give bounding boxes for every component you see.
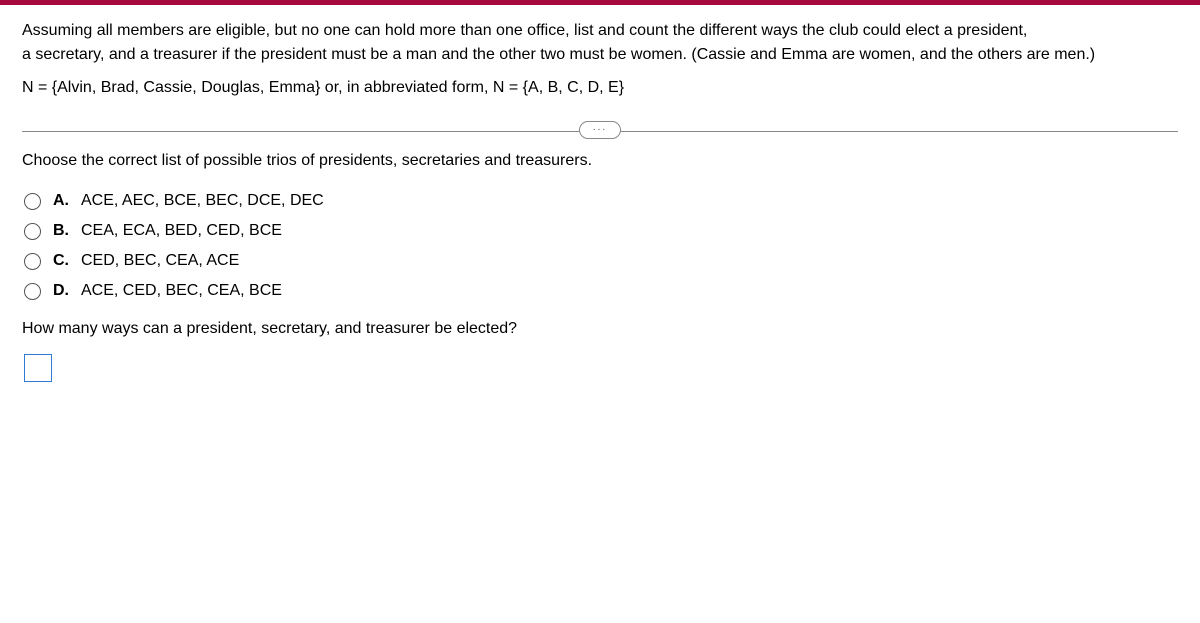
content-area: Assuming all members are eligible, but n… [0, 5, 1200, 396]
answer-input[interactable] [24, 354, 52, 382]
option-text: CED, BEC, CEA, ACE [81, 252, 239, 270]
ellipsis-icon: ... [593, 123, 607, 133]
question-line-1: Assuming all members are eligible, but n… [22, 19, 1178, 43]
question-text: Assuming all members are eligible, but n… [22, 19, 1178, 67]
option-c[interactable]: C. CED, BEC, CEA, ACE [24, 252, 1178, 270]
option-text: CEA, ECA, BED, CED, BCE [81, 222, 282, 240]
set-notation: N = {Alvin, Brad, Cassie, Douglas, Emma}… [22, 79, 1178, 97]
expand-button[interactable]: ... [579, 121, 621, 139]
radio-icon [24, 223, 41, 240]
option-letter: B. [53, 222, 73, 240]
question-line-2: a secretary, and a treasurer if the pres… [22, 43, 1178, 67]
section-divider: ... [22, 121, 1178, 122]
radio-icon [24, 193, 41, 210]
option-text: ACE, AEC, BCE, BEC, DCE, DEC [81, 192, 324, 210]
instruction-text: Choose the correct list of possible trio… [22, 152, 1178, 170]
option-letter: C. [53, 252, 73, 270]
option-d[interactable]: D. ACE, CED, BEC, CEA, BCE [24, 282, 1178, 300]
option-letter: A. [53, 192, 73, 210]
radio-icon [24, 283, 41, 300]
options-group: A. ACE, AEC, BCE, BEC, DCE, DEC B. CEA, … [24, 192, 1178, 300]
option-text: ACE, CED, BEC, CEA, BCE [81, 282, 282, 300]
option-b[interactable]: B. CEA, ECA, BED, CED, BCE [24, 222, 1178, 240]
followup-question: How many ways can a president, secretary… [22, 320, 1178, 338]
radio-icon [24, 253, 41, 270]
option-a[interactable]: A. ACE, AEC, BCE, BEC, DCE, DEC [24, 192, 1178, 210]
option-letter: D. [53, 282, 73, 300]
